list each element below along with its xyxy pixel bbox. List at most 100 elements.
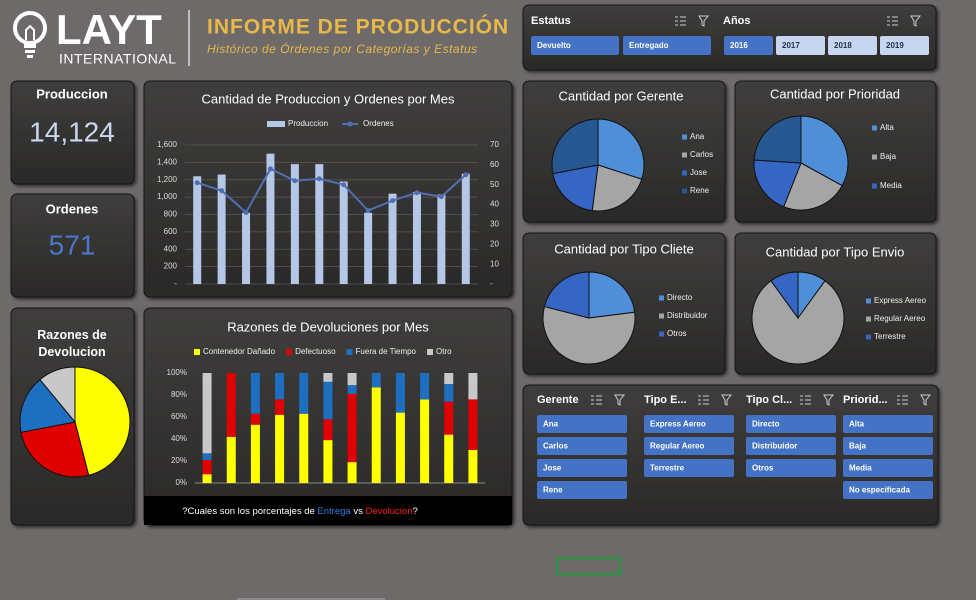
chart-title: Cantidad por Gerente bbox=[558, 88, 683, 103]
slicer-clear-icon bbox=[614, 394, 626, 406]
slicer-button[interactable] bbox=[843, 459, 933, 477]
footnote-part: ? bbox=[412, 506, 417, 517]
slicer-button-label: 2017 bbox=[782, 41, 800, 50]
pie-slice bbox=[800, 115, 849, 187]
legend-label: Otros bbox=[667, 329, 687, 338]
bar-segment bbox=[323, 373, 333, 382]
legend-swatch bbox=[866, 298, 871, 304]
bar-segment bbox=[444, 384, 454, 402]
slicer-button[interactable] bbox=[537, 459, 627, 477]
legend-label: Regular Aereo bbox=[874, 314, 926, 323]
chart-title: Razones de Devoluciones por Mes bbox=[227, 319, 429, 334]
y-tick-label: 400 bbox=[164, 244, 178, 253]
logo-icon bbox=[13, 11, 47, 58]
y2-tick-label: 20 bbox=[490, 239, 499, 248]
slicer-button[interactable] bbox=[746, 437, 836, 455]
bar bbox=[193, 176, 202, 284]
line-marker bbox=[341, 182, 347, 188]
y-tick-label: 40% bbox=[171, 434, 187, 443]
slicer-button[interactable] bbox=[724, 36, 773, 55]
bar-segment bbox=[275, 414, 285, 483]
bar-segment bbox=[468, 373, 478, 400]
slicer-multiselect-icon bbox=[887, 16, 898, 26]
slicer-button-label: Otros bbox=[752, 464, 774, 473]
panel bbox=[10, 80, 135, 185]
legend-label: Defectuoso bbox=[295, 347, 336, 356]
y2-tick-label: 30 bbox=[490, 220, 499, 229]
slicer-button[interactable] bbox=[746, 459, 836, 477]
slicer-button[interactable] bbox=[537, 481, 627, 499]
bar-segment bbox=[250, 373, 260, 414]
pie-slice bbox=[39, 366, 76, 424]
slicer-button[interactable] bbox=[644, 415, 734, 433]
pie-slice bbox=[783, 162, 843, 211]
footnote-part: Devolucion bbox=[365, 506, 412, 517]
legend-label: Fuera de Tiempo bbox=[356, 347, 417, 356]
bar-segment bbox=[420, 373, 430, 400]
legend-swatch bbox=[866, 334, 871, 340]
slicer-button[interactable] bbox=[880, 36, 929, 55]
footnote-part: vs bbox=[351, 506, 366, 517]
bar bbox=[461, 173, 470, 284]
legend-swatch bbox=[194, 349, 200, 355]
bar bbox=[290, 164, 299, 284]
y-tick-label: 1,200 bbox=[157, 175, 178, 184]
legend-label: Contenedor Dañado bbox=[203, 347, 276, 356]
bar bbox=[217, 174, 226, 284]
legend-label: Carlos bbox=[690, 150, 713, 159]
bar-segment bbox=[371, 387, 381, 483]
slicer-multiselect-icon bbox=[675, 16, 686, 26]
chart-title: Razones de Devolucion bbox=[37, 328, 107, 359]
cell-handle bbox=[617, 571, 621, 575]
y2-tick-label: 40 bbox=[490, 200, 499, 209]
line-marker bbox=[390, 198, 396, 204]
bar-segment bbox=[468, 450, 478, 483]
slicer-button[interactable] bbox=[776, 36, 825, 55]
legend-swatch bbox=[866, 316, 871, 322]
slicer-button-label: Ana bbox=[543, 420, 559, 429]
pie-slice bbox=[753, 159, 802, 208]
chart-title: Cantidad por Tipo Envio bbox=[766, 244, 905, 259]
slicer-button-label: Entregado bbox=[629, 41, 669, 50]
pie-slice bbox=[19, 378, 76, 433]
legend-swatch bbox=[286, 349, 293, 355]
slicer-button-label: Terrestre bbox=[650, 464, 685, 473]
legend-swatch bbox=[659, 313, 664, 319]
slicer-button[interactable] bbox=[843, 415, 933, 433]
slicer-button[interactable] bbox=[843, 437, 933, 455]
bar-segment bbox=[420, 399, 430, 483]
bar-segment bbox=[275, 373, 285, 400]
bar-segment bbox=[347, 373, 357, 386]
pie-slice bbox=[588, 271, 636, 319]
logo-text: LAYT bbox=[56, 6, 162, 53]
slicer-button[interactable] bbox=[644, 459, 734, 477]
slicer-button[interactable] bbox=[746, 415, 836, 433]
slicer-button[interactable] bbox=[537, 415, 627, 433]
bar-segment bbox=[323, 381, 333, 420]
slicer-button[interactable] bbox=[644, 437, 734, 455]
pie-slice bbox=[552, 164, 599, 212]
bar-segment bbox=[226, 373, 236, 437]
pie-slice bbox=[74, 366, 131, 476]
bar-segment bbox=[202, 474, 212, 483]
legend-label: Ana bbox=[690, 132, 705, 141]
y-tick-label: 60% bbox=[171, 412, 187, 421]
slicer-button[interactable] bbox=[623, 36, 711, 55]
slicer-button-label: Rene bbox=[543, 486, 563, 495]
slicer-button[interactable] bbox=[828, 36, 877, 55]
bar bbox=[315, 164, 324, 284]
y-tick-label: 1,000 bbox=[157, 192, 178, 201]
bar-segment bbox=[250, 424, 260, 483]
bar bbox=[437, 194, 446, 284]
slicer-clear-icon bbox=[823, 394, 835, 406]
slicer-button[interactable] bbox=[843, 481, 933, 499]
slicer-button[interactable] bbox=[537, 437, 627, 455]
y-tick-label: 1,400 bbox=[157, 157, 178, 166]
bar-segment bbox=[347, 462, 357, 483]
slicer-button[interactable] bbox=[531, 36, 619, 55]
bar-segment bbox=[202, 459, 212, 475]
legend-swatch bbox=[659, 331, 664, 337]
report-subtitle: Histórico de Órdenes por Categorías y Es… bbox=[207, 41, 478, 56]
kpi-label: Ordenes bbox=[46, 201, 99, 216]
